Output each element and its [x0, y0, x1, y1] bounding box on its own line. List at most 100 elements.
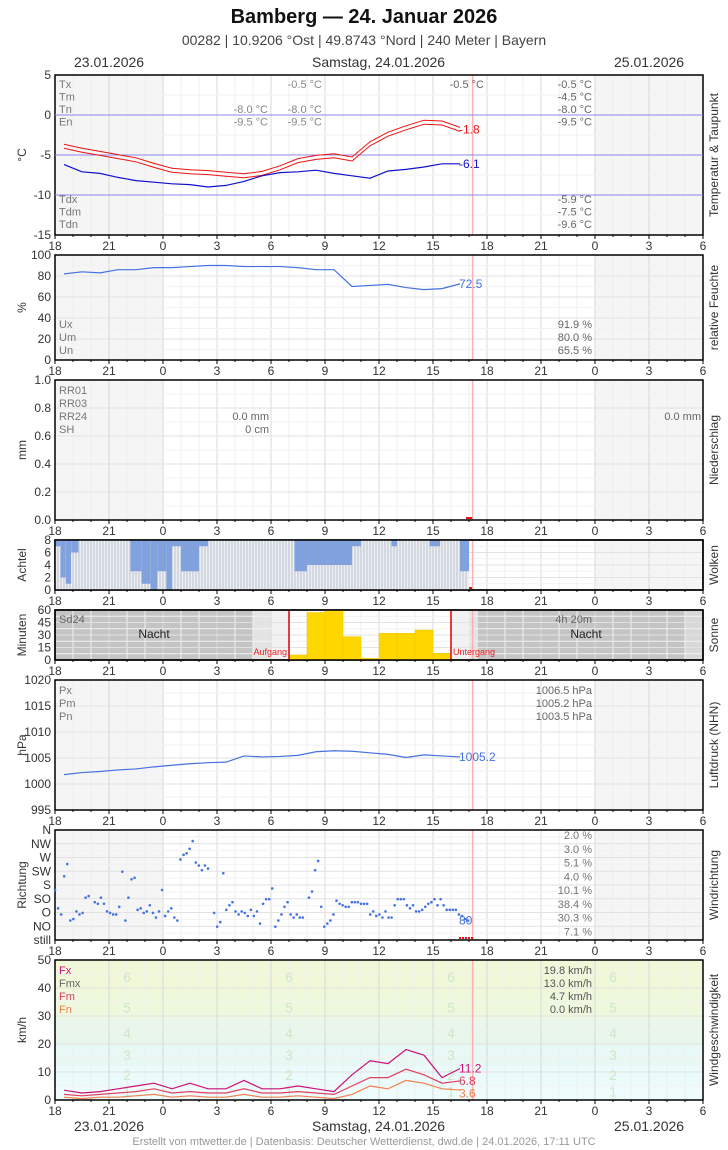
svg-text:21: 21 — [102, 664, 116, 678]
svg-text:-9.6 °C: -9.6 °C — [558, 219, 592, 231]
svg-text:0: 0 — [592, 239, 599, 253]
svg-text:Tn: Tn — [59, 104, 72, 116]
svg-text:NO: NO — [33, 919, 51, 933]
svg-text:Achtel: Achtel — [15, 548, 29, 581]
svg-text:1010: 1010 — [24, 725, 51, 739]
svg-text:4.7 km/h: 4.7 km/h — [550, 991, 592, 1003]
svg-text:3: 3 — [214, 524, 221, 538]
svg-text:N: N — [42, 823, 51, 837]
station-info: 00282 | 10.9206 °Ost | 49.8743 °Nord | 2… — [181, 32, 547, 48]
svg-text:-6.1: -6.1 — [459, 157, 480, 171]
svg-text:0: 0 — [160, 364, 167, 378]
svg-text:-5: -5 — [40, 148, 51, 162]
svg-text:1020: 1020 — [24, 673, 51, 687]
svg-text:0: 0 — [160, 239, 167, 253]
svg-text:1015: 1015 — [24, 699, 51, 713]
svg-text:9: 9 — [322, 814, 329, 828]
svg-text:4: 4 — [285, 1025, 293, 1041]
svg-text:Tdm: Tdm — [59, 207, 81, 219]
svg-text:1: 1 — [285, 1084, 293, 1100]
svg-text:15: 15 — [426, 364, 440, 378]
svg-text:Sd24: Sd24 — [59, 614, 85, 626]
svg-text:Fx: Fx — [59, 965, 72, 977]
svg-text:18: 18 — [480, 524, 494, 538]
svg-text:21: 21 — [102, 524, 116, 538]
svg-text:Nacht: Nacht — [570, 627, 602, 641]
svg-text:21: 21 — [102, 594, 116, 608]
svg-text:1006.5 hPa: 1006.5 hPa — [536, 685, 593, 697]
svg-text:18: 18 — [480, 814, 494, 828]
pressure-title: Luftdruck (NHN) — [707, 702, 721, 789]
svg-text:9: 9 — [322, 524, 329, 538]
svg-text:2: 2 — [447, 1067, 455, 1083]
svg-text:18: 18 — [48, 594, 62, 608]
svg-text:6: 6 — [447, 969, 455, 985]
svg-text:12: 12 — [372, 1104, 386, 1118]
svg-text:0: 0 — [592, 944, 599, 958]
svg-text:3: 3 — [214, 239, 221, 253]
svg-text:21: 21 — [534, 1104, 548, 1118]
svg-text:0: 0 — [160, 594, 167, 608]
svg-text:15: 15 — [426, 814, 440, 828]
svg-text:0: 0 — [44, 353, 51, 367]
svg-text:Um: Um — [59, 332, 76, 344]
svg-text:hPa: hPa — [15, 734, 29, 756]
svg-text:3.6: 3.6 — [459, 1087, 476, 1101]
svg-text:Px: Px — [59, 685, 72, 697]
svg-text:-9.5 °C: -9.5 °C — [234, 117, 268, 129]
svg-text:91.9 %: 91.9 % — [558, 319, 592, 331]
svg-text:12: 12 — [372, 524, 386, 538]
svg-text:2: 2 — [44, 571, 51, 585]
wind-speed-title: Windgeschwindigkeit — [707, 973, 721, 1086]
svg-text:0: 0 — [160, 1104, 167, 1118]
svg-text:11.2: 11.2 — [459, 1062, 482, 1076]
svg-text:0.0 mm: 0.0 mm — [664, 411, 701, 423]
svg-text:38.4 %: 38.4 % — [558, 899, 592, 911]
svg-text:6: 6 — [700, 1104, 707, 1118]
svg-text:3: 3 — [646, 664, 653, 678]
svg-text:6: 6 — [268, 364, 275, 378]
svg-text:6: 6 — [44, 546, 51, 560]
svg-text:7.1 %: 7.1 % — [564, 926, 592, 938]
svg-text:0: 0 — [592, 524, 599, 538]
svg-text:-0.5 °C: -0.5 °C — [288, 79, 322, 91]
svg-text:O: O — [42, 906, 51, 920]
svg-text:4: 4 — [44, 558, 51, 572]
svg-text:9: 9 — [322, 239, 329, 253]
svg-text:3: 3 — [646, 364, 653, 378]
svg-text:4h 20m: 4h 20m — [555, 614, 592, 626]
svg-text:6: 6 — [268, 594, 275, 608]
svg-text:3: 3 — [646, 524, 653, 538]
svg-text:4: 4 — [123, 1025, 131, 1041]
page-title: Bamberg — 24. Januar 2026 — [230, 6, 498, 28]
svg-text:RR24: RR24 — [59, 411, 87, 423]
svg-text:9: 9 — [322, 364, 329, 378]
svg-text:-0.5 °C: -0.5 °C — [450, 79, 484, 91]
svg-text:3: 3 — [447, 1047, 455, 1063]
svg-text:5: 5 — [447, 1000, 455, 1016]
svg-text:18: 18 — [480, 944, 494, 958]
svg-text:65.5 %: 65.5 % — [558, 345, 592, 357]
svg-text:9: 9 — [322, 944, 329, 958]
svg-text:6: 6 — [700, 524, 707, 538]
svg-text:SW: SW — [32, 864, 52, 878]
svg-text:0: 0 — [592, 1104, 599, 1118]
svg-text:km/h: km/h — [15, 1017, 29, 1043]
svg-text:9: 9 — [322, 1104, 329, 1118]
svg-text:Aufgang: Aufgang — [253, 647, 287, 657]
svg-text:12: 12 — [372, 664, 386, 678]
svg-text:6: 6 — [268, 664, 275, 678]
svg-text:21: 21 — [102, 944, 116, 958]
svg-text:21: 21 — [102, 239, 116, 253]
svg-text:15: 15 — [426, 594, 440, 608]
svg-text:50: 50 — [38, 953, 52, 967]
svg-text:21: 21 — [102, 814, 116, 828]
svg-text:-0.5 °C: -0.5 °C — [558, 79, 592, 91]
